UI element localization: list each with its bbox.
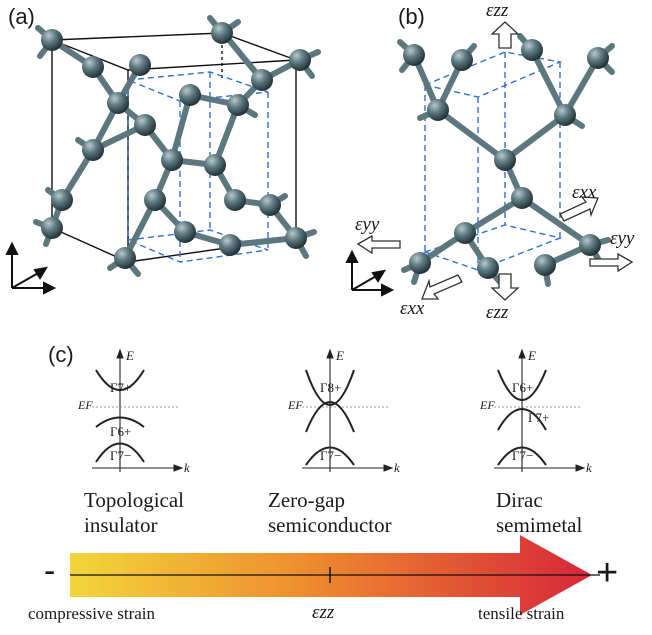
- exx-right-arrow: [559, 196, 599, 222]
- panel-label-a: (a): [8, 4, 35, 29]
- gamma-lower: Γ7−: [512, 448, 534, 463]
- caption-2-line2: semiconductor: [268, 513, 392, 537]
- ezz-down-arrow: [490, 273, 520, 301]
- caption-1-line2: insulator: [84, 513, 158, 537]
- atoms-a: [41, 22, 311, 269]
- k-axis-label: k: [394, 460, 400, 475]
- exx-left-label: εxx: [400, 298, 425, 319]
- gamma-lower: Γ7−: [110, 448, 132, 463]
- axes-icon-b: [345, 249, 395, 297]
- band-diagram-1: [92, 348, 184, 472]
- caption-2: Zero-gap semiconductor: [268, 488, 392, 538]
- gamma-middle: Γ6+: [110, 424, 132, 439]
- panel-label-c: (c): [48, 342, 74, 367]
- gamma-upper: Γ8+: [320, 380, 342, 395]
- caption-3-line1: Dirac: [496, 488, 543, 512]
- fermi-label: EF: [78, 398, 93, 412]
- caption-1: Topological insulator: [84, 488, 184, 538]
- fermi-label: EF: [480, 398, 495, 412]
- ezz-up-arrow: [490, 21, 520, 49]
- gamma-upper: Γ7+: [110, 380, 132, 395]
- strain-arrows: [356, 21, 634, 301]
- atoms-b: [403, 39, 609, 279]
- gamma-upper: Γ6+: [512, 380, 534, 395]
- panel-label-b: (b): [398, 4, 425, 29]
- ezz-center-label: εzz: [312, 602, 335, 623]
- plus-sign: +: [596, 552, 619, 594]
- crystal-b: [345, 21, 634, 301]
- exx-left-arrow: [421, 274, 463, 300]
- gamma-middle: Γ7+: [528, 410, 550, 425]
- band-diagram-3: [494, 348, 586, 472]
- gamma-lower: Γ7−: [320, 448, 342, 463]
- fermi-label: EF: [288, 398, 303, 412]
- energy-axis-label: E: [126, 348, 134, 363]
- crystal-a: [5, 15, 321, 295]
- caption-2-line1: Zero-gap: [268, 488, 345, 512]
- exx-right-label: εxx: [572, 182, 597, 203]
- tensile-strain-label: tensile strain: [478, 604, 565, 623]
- caption-3: Dirac semimetal: [496, 488, 582, 538]
- energy-axis-label: E: [336, 348, 344, 363]
- minus-sign: -: [44, 552, 56, 590]
- band-diagram-2: [302, 348, 394, 472]
- axes-icon-a: [5, 241, 57, 295]
- unit-cell-dashed-b: [422, 51, 563, 271]
- k-axis-label: k: [184, 460, 190, 475]
- ezz-top-label: εzz: [486, 0, 509, 21]
- compressive-strain-label: compressive strain: [28, 604, 155, 623]
- eyy-right-arrow: [589, 252, 634, 273]
- k-axis-label: k: [586, 460, 592, 475]
- eyy-right-label: εyy: [610, 228, 635, 249]
- caption-3-line2: semimetal: [496, 513, 583, 537]
- ezz-bottom-label: εzz: [486, 302, 509, 323]
- eyy-left-arrow: [356, 234, 401, 255]
- strain-arrow: [70, 535, 600, 615]
- caption-1-line1: Topological: [84, 488, 185, 512]
- energy-axis-label: E: [528, 348, 536, 363]
- eyy-left-label: εyy: [355, 214, 380, 235]
